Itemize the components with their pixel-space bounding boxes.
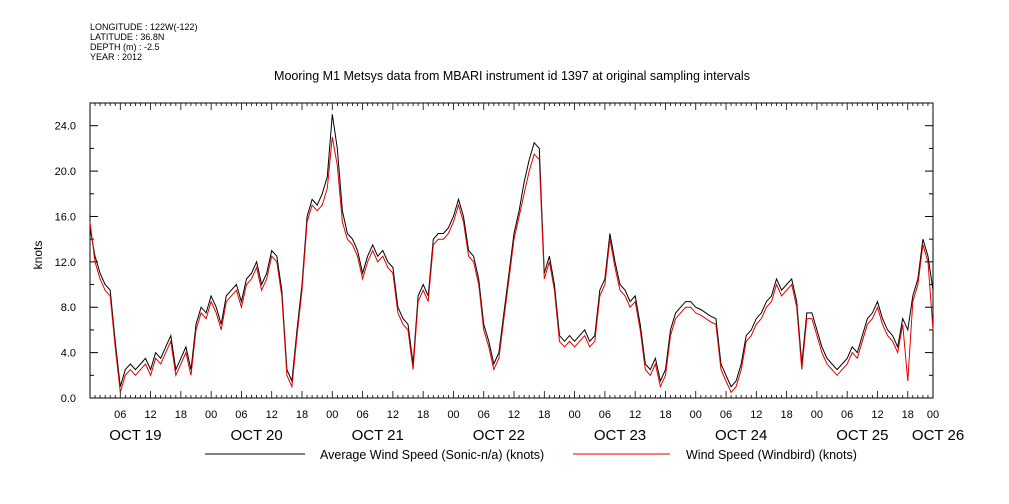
- x-tick-label: 18: [175, 409, 187, 421]
- x-tick-label: 00: [326, 409, 338, 421]
- metadata-block: LONGITUDE : 122W(-122) LATITUDE : 36.8N …: [90, 22, 198, 62]
- day-label: OCT 25: [836, 427, 888, 444]
- y-tick-label: 0.0: [61, 393, 76, 405]
- day-label: OCT 24: [715, 427, 767, 444]
- x-tick-label: 06: [599, 409, 611, 421]
- day-label: OCT 23: [594, 427, 646, 444]
- x-tick-label: 18: [902, 409, 914, 421]
- x-tick-label: 12: [387, 409, 399, 421]
- x-tick-label: 12: [871, 409, 883, 421]
- x-tick-label: 18: [538, 409, 550, 421]
- x-tick-label: 06: [478, 409, 490, 421]
- x-tick-label: 06: [841, 409, 853, 421]
- x-tick-label: 12: [144, 409, 156, 421]
- x-tick-label: 18: [659, 409, 671, 421]
- y-tick-label: 24.0: [55, 121, 76, 133]
- x-tick-label: 00: [568, 409, 580, 421]
- x-tick-label: 06: [356, 409, 368, 421]
- day-label: OCT 26: [912, 427, 964, 444]
- legend: Average Wind Speed (Sonic-n/a) (knots) Wi…: [205, 448, 857, 462]
- x-tick-label: 06: [235, 409, 247, 421]
- legend-label-1: Average Wind Speed (Sonic-n/a) (knots): [320, 448, 544, 462]
- series-line-1: [89, 114, 934, 388]
- legend-label-2: Wind Speed (Windbird) (knots): [686, 448, 857, 462]
- x-tick-label: 06: [114, 409, 126, 421]
- x-tick-label: 00: [690, 409, 702, 421]
- day-label: OCT 22: [473, 427, 525, 444]
- chart-title: Mooring M1 Metsys data from MBARI instru…: [274, 69, 750, 83]
- x-tick-label: 06: [720, 409, 732, 421]
- y-tick-label: 4.0: [61, 348, 76, 360]
- latitude-label: LATITUDE : 36.8N: [90, 32, 165, 42]
- x-tick-label: 12: [266, 409, 278, 421]
- series-line-2: [89, 136, 934, 394]
- x-tick-label: 00: [927, 409, 939, 421]
- x-tick-label: 00: [205, 409, 217, 421]
- x-tick-label: 18: [417, 409, 429, 421]
- x-tick-label: 12: [750, 409, 762, 421]
- x-tick-label: 18: [780, 409, 792, 421]
- day-label: OCT 21: [352, 427, 404, 444]
- x-tick-label: 18: [296, 409, 308, 421]
- day-label: OCT 20: [230, 427, 282, 444]
- x-tick-label: 00: [447, 409, 459, 421]
- day-label: OCT 19: [109, 427, 161, 444]
- y-tick-label: 16.0: [55, 211, 76, 223]
- x-tick-label: 00: [811, 409, 823, 421]
- depth-label: DEPTH (m) : -2.5: [90, 42, 160, 52]
- y-axis-label: knots: [31, 241, 45, 270]
- plot-frame: [89, 102, 934, 399]
- year-label: YEAR : 2012: [90, 52, 143, 62]
- longitude-label: LONGITUDE : 122W(-122): [90, 22, 198, 32]
- x-tick-label: 12: [508, 409, 520, 421]
- y-tick-label: 8.0: [61, 302, 76, 314]
- y-tick-label: 12.0: [55, 257, 76, 269]
- y-tick-label: 20.0: [55, 166, 76, 178]
- x-tick-label: 12: [629, 409, 641, 421]
- plot-area: 0.0 4.0 8.0 12.0 16.0 20.0 24.0 06 12 18 00 06 12 18 0…: [55, 102, 964, 444]
